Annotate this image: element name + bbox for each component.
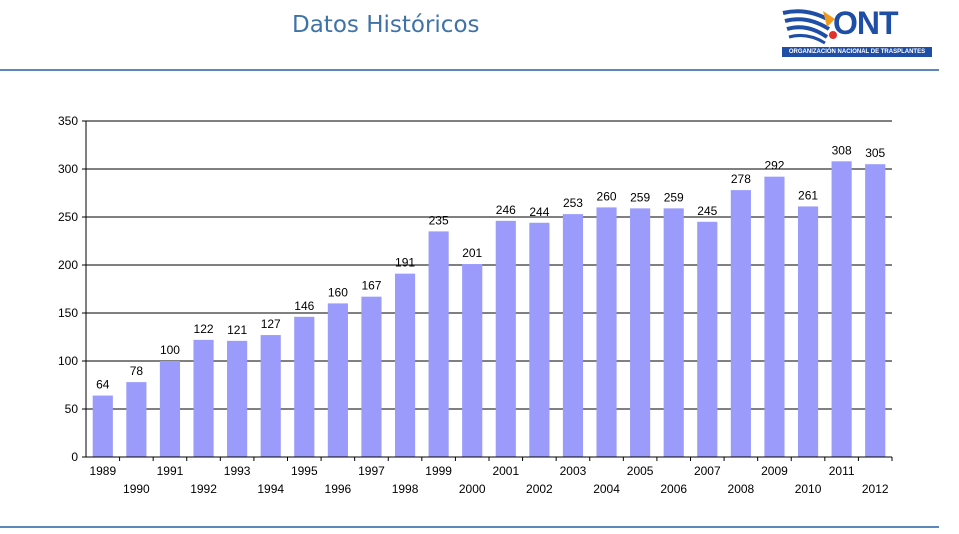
x-tick-label: 2006 — [660, 482, 687, 496]
bar — [327, 303, 348, 457]
data-label: 127 — [261, 317, 281, 331]
bars — [92, 161, 886, 457]
data-label: 261 — [798, 188, 818, 202]
data-label: 278 — [731, 172, 751, 186]
x-tick-label: 2005 — [627, 464, 654, 478]
bar — [126, 382, 147, 457]
bar — [428, 231, 449, 457]
x-tick-label: 1992 — [190, 482, 217, 496]
x-tick-label: 1989 — [89, 464, 116, 478]
x-tick-label: 1991 — [157, 464, 184, 478]
x-tick-label: 2004 — [593, 482, 620, 496]
x-tick-label: 2003 — [560, 464, 587, 478]
x-tick-label: 1999 — [425, 464, 452, 478]
x-tick-label: 2009 — [761, 464, 788, 478]
bar — [562, 214, 584, 457]
data-label: 259 — [630, 190, 650, 204]
data-label: 121 — [227, 323, 247, 337]
data-label: 64 — [96, 378, 110, 392]
bar — [462, 264, 483, 457]
x-tick-label: 1998 — [392, 482, 419, 496]
bar — [394, 273, 416, 457]
logo-text: ONT — [833, 5, 899, 41]
data-label: 201 — [462, 246, 482, 260]
bar — [193, 339, 214, 457]
data-label: 100 — [160, 343, 180, 357]
x-tick-label: 1994 — [257, 482, 284, 496]
data-label: 122 — [194, 322, 214, 336]
bar — [663, 208, 684, 457]
bar — [260, 335, 281, 457]
page-title: Datos Históricos — [292, 12, 480, 38]
bar — [831, 161, 852, 457]
axes: 0 50 100 150 200 250 300 350 1989 1990 1991 1992 199… — [58, 114, 893, 496]
bar — [227, 340, 248, 457]
header-divider — [0, 69, 939, 71]
bar — [697, 221, 718, 457]
data-label: 253 — [563, 196, 583, 210]
data-label: 260 — [597, 189, 617, 203]
bar — [529, 222, 550, 457]
x-tick-label: 2002 — [526, 482, 553, 496]
bar — [361, 296, 382, 457]
x-tick-label: 2011 — [829, 464, 855, 478]
x-tick-label: 2008 — [728, 482, 755, 496]
bar — [730, 190, 751, 457]
y-tick-label: 150 — [58, 306, 78, 320]
bar — [797, 206, 819, 457]
data-label: 308 — [832, 143, 852, 157]
data-label: 305 — [865, 146, 885, 160]
bar — [596, 207, 617, 457]
data-label: 292 — [764, 159, 784, 173]
grid-lines — [86, 120, 892, 410]
data-label: 235 — [429, 213, 449, 227]
logo-subtitle: ORGANIZACIÓN NACIONAL DE TRASPLANTES — [782, 47, 932, 57]
ont-swoosh-icon — [782, 9, 837, 45]
bar — [630, 208, 651, 457]
data-label: 78 — [130, 364, 144, 378]
x-tick-label: 1993 — [224, 464, 251, 478]
ont-logo: ONT ORGANIZACIÓN NACIONAL DE TRASPLANTES — [781, 5, 933, 57]
x-tick-label: 1995 — [291, 464, 318, 478]
y-tick-label: 250 — [58, 210, 78, 224]
y-tick-label: 200 — [58, 258, 78, 272]
data-label: 160 — [328, 285, 348, 299]
x-tick-label: 2001 — [492, 464, 519, 478]
bar — [865, 164, 886, 457]
data-label: 244 — [529, 205, 549, 219]
bar — [294, 316, 315, 457]
data-label: 191 — [395, 256, 415, 270]
data-label: 146 — [294, 299, 314, 313]
data-label: 259 — [664, 190, 684, 204]
bar — [92, 395, 113, 457]
footer-divider — [0, 526, 939, 528]
data-label: 245 — [697, 204, 717, 218]
y-tick-label: 100 — [58, 354, 78, 368]
x-tick-label: 2000 — [459, 482, 486, 496]
x-tick-label: 2007 — [694, 464, 721, 478]
data-label: 246 — [496, 203, 516, 217]
bar — [764, 176, 785, 457]
x-tick-label: 1990 — [123, 482, 150, 496]
bar — [159, 361, 181, 457]
data-labels: 64 78 100 122 121 127 146 160 167 191 235 201 246 244… — [96, 143, 885, 391]
x-tick-label: 1996 — [325, 482, 352, 496]
bar — [495, 220, 516, 457]
y-tick-label: 350 — [58, 114, 78, 128]
y-tick-label: 50 — [65, 402, 79, 416]
x-tick-label: 2012 — [862, 482, 889, 496]
x-tick-label: 1997 — [358, 464, 385, 478]
data-label: 167 — [361, 279, 381, 293]
y-tick-label: 300 — [58, 162, 78, 176]
x-tick-label: 2010 — [795, 482, 822, 496]
y-tick-label: 0 — [71, 450, 78, 464]
